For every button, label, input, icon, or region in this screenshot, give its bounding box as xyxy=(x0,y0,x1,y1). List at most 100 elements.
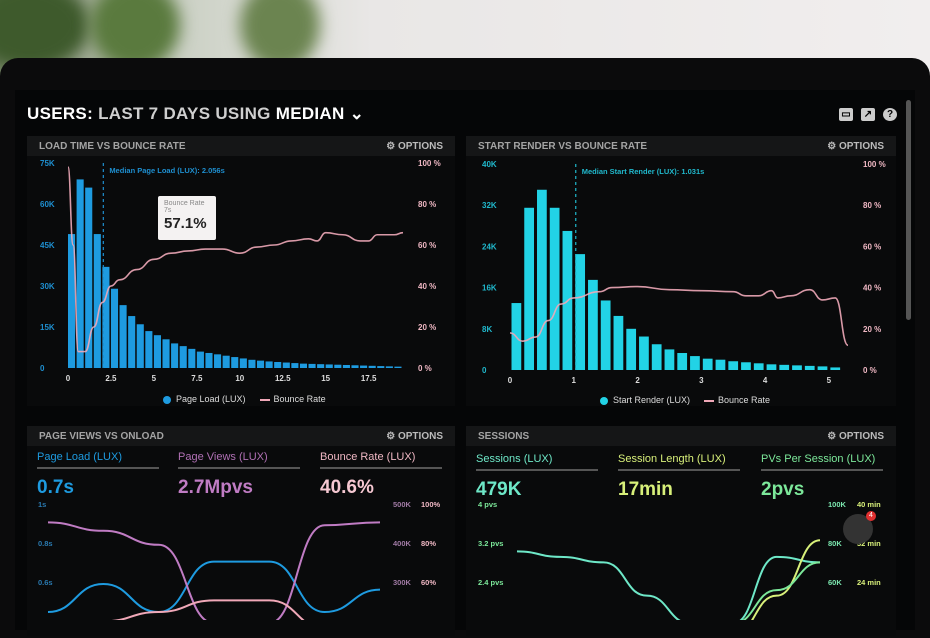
bar xyxy=(110,288,119,368)
options-button[interactable]: ⚙ OPTIONS xyxy=(827,140,884,152)
y-tick-label: 0 xyxy=(40,364,45,373)
bar xyxy=(385,366,393,368)
bar xyxy=(830,367,841,370)
bar xyxy=(613,315,624,370)
label: 7s xyxy=(164,207,172,214)
options-button[interactable]: ⚙ OPTIONS xyxy=(827,430,884,442)
legend-item-bounce-rate[interactable]: Bounce Rate xyxy=(704,395,770,405)
y3-tick-label: 80% xyxy=(421,539,436,548)
help-icon[interactable]: ? xyxy=(883,108,897,121)
panel-title: START RENDER VS BOUNCE RATE xyxy=(478,140,648,152)
y2-tick-label: 100 % xyxy=(863,160,886,169)
label: 2pvs xyxy=(761,479,805,500)
monitor-icon[interactable]: ▭ xyxy=(839,108,853,121)
kpi-page-views: Page Views (LUX) 2.7Mpvs xyxy=(178,451,300,499)
bar xyxy=(753,363,764,370)
bar xyxy=(222,355,230,368)
bar xyxy=(702,358,713,370)
bar xyxy=(626,328,637,370)
bar xyxy=(741,362,751,370)
bar xyxy=(214,354,222,368)
scrollbar[interactable] xyxy=(906,100,911,320)
y-tick-label: 2.4 pvs xyxy=(478,578,503,587)
notification-button[interactable]: 4 xyxy=(843,511,876,544)
share-icon[interactable]: ↗ xyxy=(861,108,875,121)
y3-tick-label: 60% xyxy=(421,578,436,587)
y2-tick-label: 40 % xyxy=(418,282,436,291)
label: 479K xyxy=(476,479,522,500)
y2-tick-label: 60K xyxy=(828,578,842,587)
y-tick-label: 16K xyxy=(482,284,497,293)
bar xyxy=(334,364,342,368)
legend-item-start-render[interactable]: Start Render (LUX) xyxy=(600,395,690,405)
legend-item-bounce-rate[interactable]: Bounce Rate xyxy=(259,394,326,404)
bar xyxy=(549,207,560,370)
page-title[interactable]: USERS: LAST 7 DAYS USING MEDIAN ⌄ xyxy=(27,104,364,124)
panel-title: SESSIONS xyxy=(478,430,530,442)
bar xyxy=(351,365,359,368)
y-tick-label: 75K xyxy=(40,159,55,168)
bar xyxy=(196,351,204,368)
bar xyxy=(817,366,828,370)
bar xyxy=(575,254,586,370)
bar xyxy=(394,366,402,368)
label: Session Length (LUX) xyxy=(618,453,740,471)
bar xyxy=(368,365,376,368)
options-button[interactable]: ⚙ OPTIONS xyxy=(386,430,443,442)
y2-tick-label: 0 % xyxy=(863,366,877,375)
label: OPTIONS xyxy=(397,430,443,442)
bar xyxy=(792,365,802,370)
y-tick-label: 3.2 pvs xyxy=(478,539,503,548)
x-tick-label: 2.5 xyxy=(105,374,117,383)
y2-tick-label: 60 % xyxy=(863,242,881,251)
y2-tick-label: 20 % xyxy=(418,323,436,332)
series-line xyxy=(751,539,821,620)
bar xyxy=(308,363,316,368)
bar xyxy=(524,207,535,370)
chevron-down-icon[interactable]: ⌄ xyxy=(349,104,365,123)
y2-tick-label: 500K xyxy=(393,500,412,509)
bar xyxy=(68,234,76,368)
legend-item-page-load[interactable]: Page Load (LUX) xyxy=(163,394,246,404)
label: MEDIAN xyxy=(275,104,345,123)
y3-tick-label: 32 min xyxy=(857,539,881,548)
bar xyxy=(639,336,649,370)
label: OPTIONS xyxy=(838,430,884,442)
y-tick-label: 30K xyxy=(40,282,55,291)
options-button[interactable]: ⚙ OPTIONS xyxy=(386,140,443,152)
legend: Page Load (LUX) Bounce Rate xyxy=(163,394,326,404)
bar xyxy=(282,362,290,368)
bar xyxy=(804,365,815,370)
panel-title: PAGE VIEWS VS ONLOAD xyxy=(39,430,164,442)
y-tick-label: 40K xyxy=(482,160,497,169)
y3-tick-label: 40 min xyxy=(857,500,881,509)
bar xyxy=(274,361,282,368)
bar xyxy=(231,357,239,368)
y-tick-label: 45K xyxy=(40,241,55,250)
x-tick-label: 0 xyxy=(508,376,513,385)
bar xyxy=(651,344,662,370)
label: Bounce Rate xyxy=(273,394,326,404)
y2-tick-label: 20 % xyxy=(863,325,881,334)
y-tick-label: 32K xyxy=(482,201,497,210)
y3-tick-label: 24 min xyxy=(857,578,881,587)
bar xyxy=(171,343,179,368)
kpi-sessions: Sessions (LUX) 479K xyxy=(476,453,598,501)
y2-tick-label: 60 % xyxy=(418,241,436,250)
y2-tick-label: 80 % xyxy=(418,200,436,209)
bar xyxy=(93,234,101,368)
label: Page Load (LUX) xyxy=(37,451,159,469)
bar xyxy=(85,187,93,368)
y2-tick-label: 100 % xyxy=(418,159,441,168)
bar xyxy=(256,360,265,368)
tooltip: Bounce Rate 7s 57.1% xyxy=(158,196,216,240)
bar xyxy=(162,339,170,368)
y-tick-label: 1s xyxy=(38,500,46,509)
label: 0.7s xyxy=(37,477,74,498)
median-annotation: Median Page Load (LUX): 2.056s xyxy=(109,166,224,175)
y2-tick-label: 40 % xyxy=(863,284,881,293)
bar xyxy=(102,266,110,368)
y-tick-label: 24K xyxy=(482,242,497,251)
bar xyxy=(779,364,790,370)
